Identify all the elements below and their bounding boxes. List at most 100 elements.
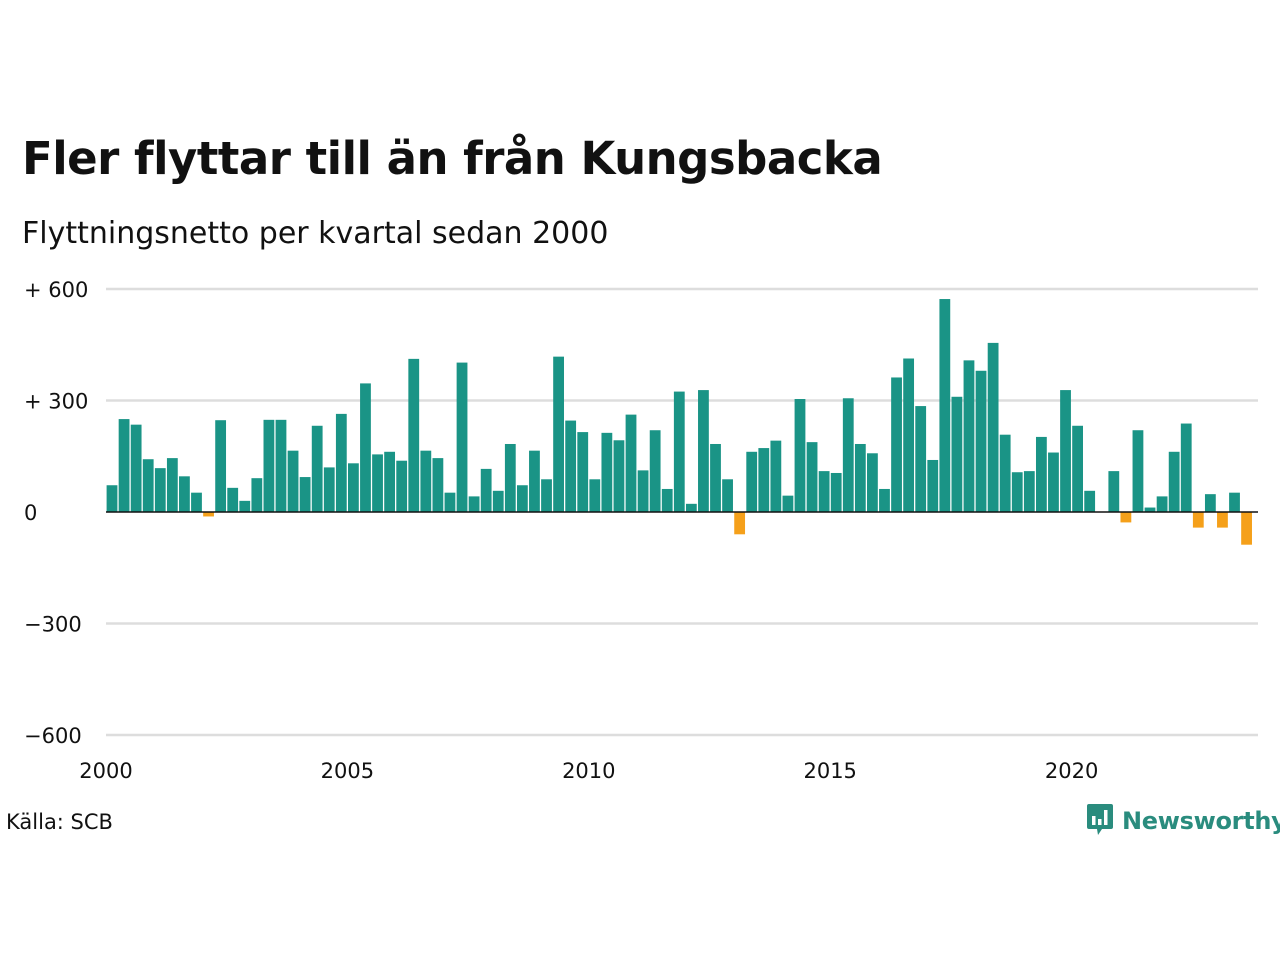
bar <box>1156 496 1168 512</box>
source-note: Källa: SCB <box>6 810 113 834</box>
bar <box>661 488 673 512</box>
bar <box>1132 430 1144 512</box>
chart-title: Fler flyttar till än från Kungsbacka <box>22 132 883 185</box>
bar <box>203 512 214 517</box>
bar <box>130 424 142 512</box>
bar <box>529 450 540 512</box>
bar <box>577 432 589 512</box>
bar <box>613 440 625 512</box>
chart-subtitle: Flyttningsnetto per kvartal sedan 2000 <box>22 216 609 251</box>
bar <box>251 478 263 512</box>
bar <box>842 398 854 512</box>
x-tick-label: 2005 <box>321 759 374 783</box>
y-tick-label: 0 <box>24 501 37 525</box>
bar <box>1023 471 1035 512</box>
bar <box>1072 425 1083 512</box>
bar <box>903 358 915 512</box>
y-axis-labels: −600 −300 0 + 300 + 600 <box>24 278 88 748</box>
bar <box>191 492 202 512</box>
bar <box>806 442 818 512</box>
bar <box>1108 471 1120 512</box>
y-tick-label: −300 <box>24 613 82 637</box>
bar <box>854 443 866 512</box>
bar <box>335 413 347 512</box>
bar <box>698 390 709 512</box>
bar <box>939 299 951 512</box>
bar <box>1035 436 1047 512</box>
bar <box>867 453 878 512</box>
bar <box>794 399 806 512</box>
x-tick-label: 2010 <box>562 759 615 783</box>
bar <box>299 477 311 512</box>
bar <box>1168 451 1180 512</box>
bar <box>999 434 1011 512</box>
bar <box>782 495 794 512</box>
bar <box>734 512 746 535</box>
bar <box>553 356 564 512</box>
bar <box>637 470 649 512</box>
bar-chart: −600 −300 0 + 300 + 600 2000 2005 2010 2015 2020 <box>24 278 1258 783</box>
bar <box>480 468 492 512</box>
bar <box>468 496 480 512</box>
bar <box>1048 452 1059 512</box>
bar <box>166 458 178 512</box>
bar <box>360 383 371 512</box>
bar-layer <box>106 299 1252 545</box>
bar <box>601 432 613 512</box>
bar <box>541 479 552 512</box>
bar <box>1060 390 1071 512</box>
bar <box>975 370 987 512</box>
x-axis-labels: 2000 2005 2010 2015 2020 <box>79 759 1098 783</box>
bar <box>1084 490 1096 512</box>
bar <box>408 358 420 512</box>
bar <box>1241 512 1252 545</box>
bar <box>927 459 939 512</box>
bar <box>106 485 118 512</box>
bar <box>372 454 383 512</box>
bar <box>879 488 890 512</box>
bar <box>915 406 927 512</box>
bar <box>818 471 830 512</box>
bar <box>565 420 577 512</box>
bar <box>710 443 721 512</box>
bar <box>830 472 842 512</box>
bar <box>227 487 239 512</box>
bar <box>444 492 456 512</box>
bar <box>142 459 154 512</box>
x-tick-label: 2020 <box>1045 759 1098 783</box>
bar <box>1144 507 1156 512</box>
bar <box>420 450 432 512</box>
bar <box>179 476 190 512</box>
bar <box>1229 492 1240 512</box>
brand-name: Newsworthy <box>1122 807 1280 835</box>
x-tick-label: 2015 <box>803 759 856 783</box>
bar <box>963 360 975 512</box>
bar <box>396 460 408 512</box>
bar <box>492 490 504 512</box>
bar <box>311 425 323 512</box>
bar <box>722 479 733 512</box>
bar <box>673 391 685 512</box>
bar <box>239 500 251 512</box>
bar <box>987 342 999 512</box>
bar <box>348 463 359 512</box>
bar <box>516 485 528 512</box>
y-tick-label: −600 <box>24 724 82 748</box>
newsworthy-logo-icon <box>1086 802 1114 840</box>
bar <box>1011 472 1023 512</box>
bar <box>504 443 516 512</box>
bar <box>432 458 444 512</box>
bar <box>589 479 601 512</box>
brand-logo[interactable]: Newsworthy <box>1086 802 1280 840</box>
bar <box>746 451 758 512</box>
bar <box>275 419 287 512</box>
bar <box>1180 423 1192 512</box>
x-tick-label: 2000 <box>79 759 132 783</box>
bar <box>1217 512 1228 528</box>
y-tick-label: + 600 <box>24 278 88 302</box>
bar <box>951 396 963 512</box>
bar <box>154 468 166 512</box>
bar <box>770 440 782 512</box>
bar <box>215 420 227 512</box>
bar <box>118 419 130 512</box>
